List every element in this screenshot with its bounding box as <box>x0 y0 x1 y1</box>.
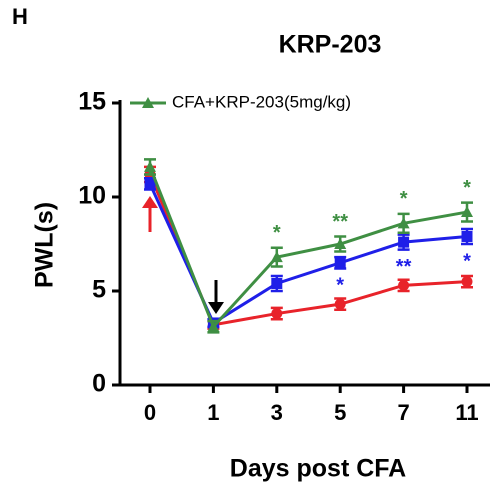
x-tick-label: 11 <box>455 400 478 425</box>
data-point <box>397 217 410 229</box>
chart-title: KRP-203 <box>279 31 382 59</box>
y-axis-label: PWL(s) <box>31 202 59 288</box>
significance-label: * <box>336 275 344 297</box>
data-point <box>334 238 347 249</box>
x-tick-label: 5 <box>334 400 346 425</box>
data-point <box>207 320 220 332</box>
significance-label: * <box>273 222 281 244</box>
legend-marker <box>142 97 154 108</box>
y-tick-label: 0 <box>92 370 106 398</box>
data-point <box>461 276 473 288</box>
x-tick-label: 7 <box>397 400 409 425</box>
data-point <box>398 236 410 248</box>
x-tick-label: 1 <box>207 400 219 425</box>
significance-label: * <box>400 188 408 210</box>
y-tick-label: 15 <box>78 88 106 116</box>
red-arrow <box>142 196 158 232</box>
data-point <box>144 160 156 172</box>
black-arrow <box>208 280 224 314</box>
data-point <box>461 206 473 218</box>
series-line <box>148 183 468 326</box>
data-point <box>461 230 473 242</box>
x-tick-label: 0 <box>144 400 156 425</box>
significance-label: * <box>463 177 471 199</box>
significance-label: * <box>463 250 471 272</box>
data-point <box>144 178 156 190</box>
legend-label: CFA+KRP-203(5mg/kg) <box>172 92 351 111</box>
data-point <box>271 308 283 320</box>
data-point <box>271 277 283 289</box>
significance-label: ** <box>332 211 348 233</box>
x-axis-label: Days post CFA <box>230 455 406 483</box>
significance-label: ** <box>396 256 412 278</box>
x-tick-label: 3 <box>271 400 283 425</box>
data-point <box>334 298 346 310</box>
data-point <box>334 257 346 269</box>
data-point <box>398 279 410 291</box>
series-line <box>148 166 468 330</box>
y-tick-label: 5 <box>92 276 106 304</box>
y-tick-label: 10 <box>78 182 106 210</box>
panel-label: H <box>12 4 28 29</box>
data-point <box>270 251 283 263</box>
